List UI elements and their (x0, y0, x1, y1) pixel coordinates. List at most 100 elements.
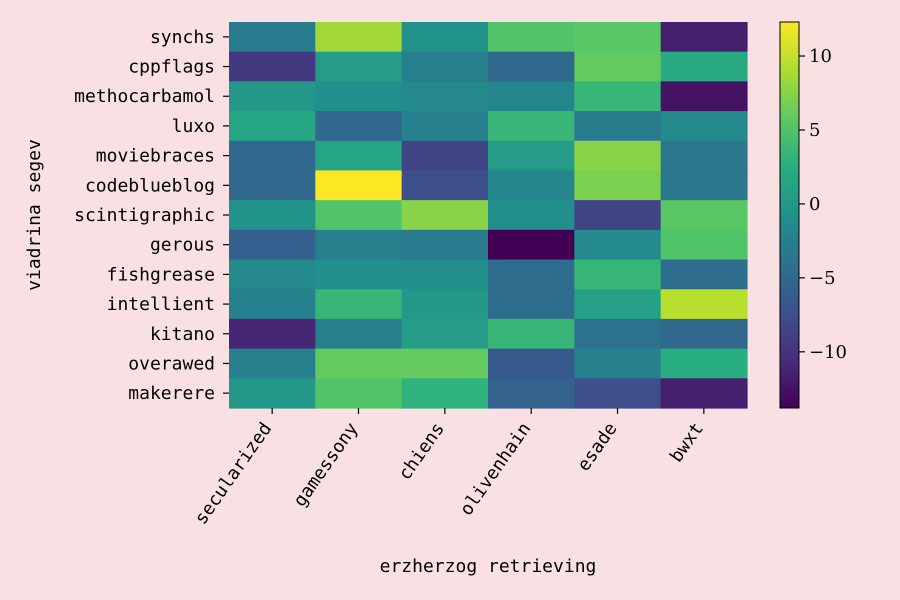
heatmap-cell (574, 140, 662, 172)
y-tick-label: methocarbamol (74, 86, 215, 107)
heatmap-cell (488, 51, 575, 82)
heatmap-cell (488, 289, 575, 320)
y-axis-title: viadrina segev (24, 139, 45, 291)
colorbar-tick-label: 5 (809, 120, 820, 141)
x-tick-label: secularized (191, 419, 277, 529)
heatmap-cell (315, 81, 403, 112)
heatmap-cell (660, 81, 748, 112)
heatmap-cell (229, 200, 316, 231)
heatmap-cell (315, 259, 403, 290)
heatmap-cell (488, 348, 575, 379)
colorbar (779, 21, 800, 409)
colorbar-tick-label: 10 (809, 46, 832, 67)
heatmap-cell (401, 140, 489, 172)
heatmap-cell (488, 259, 575, 290)
colorbar-ticks: 10 5 0 −5 −10 (799, 46, 847, 363)
heatmap-cell (488, 229, 575, 261)
heatmap-cell (229, 170, 316, 201)
heatmap-cell (574, 170, 662, 201)
heatmap-cell (229, 348, 316, 379)
x-tick-label: esade (573, 419, 621, 475)
heatmap-cell (488, 200, 575, 231)
heatmap-cell (315, 200, 403, 231)
heatmap-cell (315, 289, 403, 320)
y-tick-label: kitano (150, 324, 215, 345)
y-tick-label: intellient (107, 294, 215, 315)
heatmap-cell (401, 378, 489, 409)
heatmap-cell (315, 140, 403, 172)
heatmap-cell (488, 22, 575, 53)
heatmap-cell (229, 378, 316, 409)
colorbar-tick-label: 0 (809, 194, 820, 215)
heatmap-cell (574, 259, 662, 290)
heatmap-cell (574, 200, 662, 231)
x-axis-title: erzherzog retrieving (380, 556, 597, 577)
y-tick-label: gerous (150, 235, 215, 256)
heatmap-cell (229, 259, 316, 290)
y-tick-label: makerere (128, 383, 215, 404)
heatmap-cell (574, 289, 662, 320)
heatmap-cell (315, 22, 403, 53)
y-tick-label: moviebraces (96, 146, 215, 167)
colorbar-tick-label: −5 (809, 268, 836, 289)
heatmap-cell (401, 81, 489, 112)
heatmap-cell (660, 348, 748, 379)
heatmap-cell (574, 318, 662, 350)
y-tick-label: overawed (128, 353, 215, 374)
heatmap-cell (660, 200, 748, 231)
x-tick-label: gamessony (289, 419, 362, 511)
heatmap-cell (401, 51, 489, 82)
y-tick-label: luxo (172, 116, 215, 137)
heatmap-cell (229, 51, 316, 82)
heatmap-cell (315, 51, 403, 82)
heatmap-cell (660, 229, 748, 261)
heatmap-cell (660, 22, 748, 53)
heatmap-cell (315, 348, 403, 379)
heatmap-cell (574, 378, 662, 409)
heatmap-cell (229, 22, 316, 53)
heatmap-cells (229, 22, 748, 409)
y-tick-label: cppflags (128, 57, 215, 78)
heatmap-cell (401, 22, 489, 53)
heatmap-cell (488, 170, 575, 201)
heatmap-cell (401, 200, 489, 231)
heatmap-cell (315, 170, 403, 201)
y-axis-ticks: synchs cppflags methocarbamol luxo moviebrac… (74, 27, 229, 404)
colorbar-tick-label: −10 (809, 342, 847, 363)
heatmap-cell (401, 348, 489, 379)
heatmap-cell (660, 259, 748, 290)
heatmap-cell (229, 140, 316, 172)
heatmap-cell (315, 111, 403, 142)
heatmap-cell (660, 378, 748, 409)
heatmap-cell (488, 140, 575, 172)
x-tick-label: chiens (394, 419, 449, 484)
heatmap-cell (574, 51, 662, 82)
heatmap-cell (574, 81, 662, 112)
heatmap-cell (401, 289, 489, 320)
heatmap-cell (574, 348, 662, 379)
heatmap-cell (401, 170, 489, 201)
heatmap-cell (229, 289, 316, 320)
heatmap-cell (229, 318, 316, 350)
heatmap-cell (315, 318, 403, 350)
heatmap-cell (660, 289, 748, 320)
heatmap-cell (229, 111, 316, 142)
heatmap-cell (401, 229, 489, 261)
x-tick-label: olivenhain (456, 419, 535, 520)
heatmap-cell (488, 378, 575, 409)
heatmap-cell (229, 229, 316, 261)
heatmap-cell (315, 229, 403, 261)
heatmap-cell (660, 140, 748, 172)
heatmap-cell (574, 111, 662, 142)
heatmap-cell (660, 318, 748, 350)
heatmap-cell (488, 111, 575, 142)
heatmap-cell (401, 318, 489, 350)
heatmap-cell (574, 229, 662, 261)
heatmap-cell (315, 378, 403, 409)
heatmap-cell (488, 318, 575, 350)
y-tick-label: codeblueblog (85, 175, 215, 196)
heatmap-cell (660, 111, 748, 142)
heatmap-cell (401, 111, 489, 142)
heatmap-cell (660, 51, 748, 82)
heatmap-cell (229, 81, 316, 112)
